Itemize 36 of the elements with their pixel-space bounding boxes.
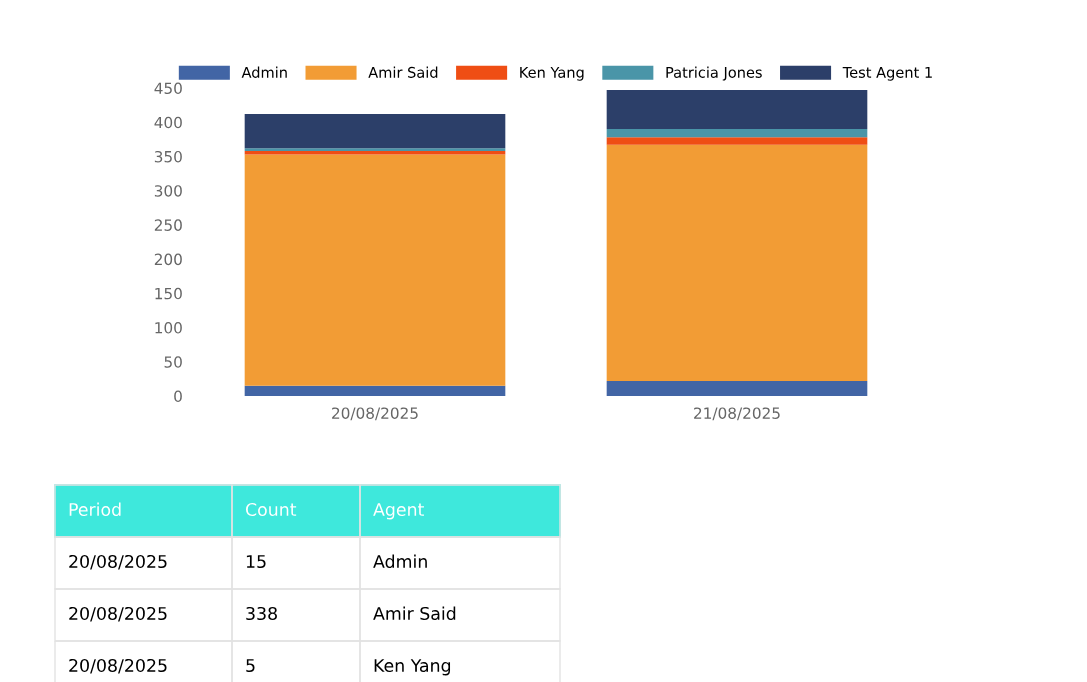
y-tick-label: 350 — [154, 150, 182, 163]
text: Period — [69, 502, 121, 517]
bar — [244, 385, 506, 396]
legend-label: Test Agent 1 — [842, 67, 932, 81]
bar — [606, 90, 868, 130]
text: Count — [245, 502, 297, 517]
y-tick-label: 400 — [154, 116, 182, 129]
text: 20/08/2025 — [69, 606, 167, 622]
y-tick-label: 250 — [154, 219, 182, 231]
legend-label: Admin — [241, 66, 287, 78]
text: Ken Yang — [374, 659, 451, 676]
y-tick-label: 450 — [154, 82, 182, 95]
y-tick-label: 300 — [154, 185, 182, 197]
y-tick-label: 100 — [155, 322, 182, 334]
legend-label: Ken Yang — [520, 67, 584, 81]
bar — [244, 148, 506, 151]
legend-label: Amir Said — [368, 66, 438, 78]
bar — [244, 154, 506, 386]
text: Agent — [373, 503, 424, 520]
legend-label: Patricia Jones — [666, 66, 762, 81]
text: 5 — [246, 659, 255, 673]
bar — [606, 129, 868, 138]
bar — [244, 114, 506, 149]
bar — [606, 380, 868, 396]
text: 15 — [246, 555, 266, 569]
bar — [606, 137, 868, 145]
text: 20/08/2025 — [69, 554, 167, 570]
y-tick-label: 0 — [174, 390, 182, 403]
text: 338 — [246, 606, 277, 621]
text: 20/08/2025 — [69, 658, 167, 674]
text: Admin — [373, 554, 427, 569]
x-tick-label: 21/08/2025 — [694, 407, 780, 421]
text: Amir Said — [373, 606, 456, 621]
y-tick-label: 150 — [155, 287, 182, 300]
y-tick-label: 200 — [154, 253, 182, 266]
y-tick-label: 50 — [164, 356, 182, 368]
